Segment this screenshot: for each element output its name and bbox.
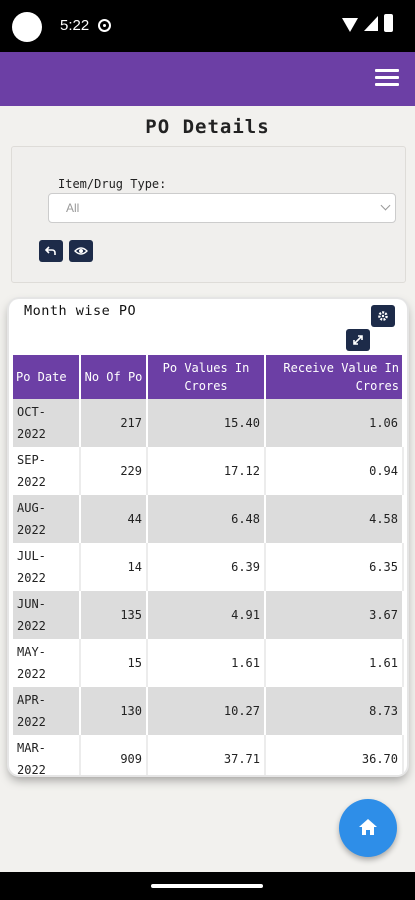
no-of-po-cell: 130: [80, 687, 148, 735]
status-bar: 5:22: [0, 0, 415, 52]
home-button[interactable]: [339, 799, 397, 857]
eye-icon: [74, 247, 88, 255]
header-no-of-po[interactable]: No Of Po: [80, 355, 148, 399]
po-date-cell: APR- 2022: [13, 687, 81, 735]
header-po-values[interactable]: Po Values In Crores: [147, 355, 266, 399]
po-date-cell: JUL- 2022: [13, 543, 81, 591]
table-row: MAY- 2022 15 1.61 1.61: [13, 639, 404, 687]
po-value-cell: 37.71: [147, 735, 266, 775]
po-date-cell: MAY- 2022: [13, 639, 81, 687]
receive-value-cell: 1.61: [265, 639, 404, 687]
battery-icon: [384, 14, 393, 32]
no-of-po-cell: 15: [80, 639, 148, 687]
po-value-cell: 17.12: [147, 447, 266, 495]
back-arrow-icon: [44, 246, 56, 255]
no-of-po-cell: 44: [80, 495, 148, 543]
po-date-cell: OCT- 2022: [13, 399, 81, 447]
po-date-cell: AUG- 2022: [13, 495, 81, 543]
po-value-cell: 6.39: [147, 543, 266, 591]
menu-icon[interactable]: [375, 69, 399, 87]
po-value-cell: 4.91: [147, 591, 266, 639]
month-wise-po-card: Month wise PO Po Date No Of Po Po Values…: [9, 299, 407, 775]
table-row: OCT- 2022 217 15.40 1.06: [13, 399, 404, 447]
drug-type-select[interactable]: All: [48, 193, 396, 223]
receive-value-cell: 36.70: [265, 735, 404, 775]
filter-label: Item/Drug Type:: [58, 177, 167, 191]
po-date-cell: SEP- 2022: [13, 447, 81, 495]
table-header-row: Po Date No Of Po Po Values In Crores Rec…: [13, 355, 404, 399]
po-value-cell: 15.40: [147, 399, 266, 447]
app-bar: [0, 52, 415, 106]
po-value-cell: 6.48: [147, 495, 266, 543]
receive-value-cell: 4.58: [265, 495, 404, 543]
home-gesture-pill[interactable]: [151, 884, 263, 888]
po-table: Po Date No Of Po Po Values In Crores Rec…: [13, 355, 404, 775]
receive-value-cell: 8.73: [265, 687, 404, 735]
card-title: Month wise PO: [24, 303, 137, 319]
expand-button[interactable]: [346, 329, 370, 351]
notification-dot-icon: [12, 12, 42, 42]
drug-type-select-value: All: [66, 201, 80, 215]
page-title: PO Details: [145, 116, 270, 138]
header-po-date[interactable]: Po Date: [13, 355, 81, 399]
filter-card: Item/Drug Type: All: [11, 146, 406, 283]
receive-value-cell: 6.35: [265, 543, 404, 591]
no-of-po-cell: 14: [80, 543, 148, 591]
gear-icon: [378, 311, 388, 321]
wifi-icon: [342, 18, 358, 32]
no-of-po-cell: 909: [80, 735, 148, 775]
status-time: 5:22: [60, 17, 90, 34]
no-of-po-cell: 217: [80, 399, 148, 447]
settings-button[interactable]: [371, 305, 395, 327]
view-button[interactable]: [69, 240, 93, 262]
chevron-down-icon: [380, 200, 391, 211]
system-nav-bar: [0, 872, 415, 900]
header-receive-value[interactable]: Receive Value In Crores: [265, 355, 404, 399]
signal-icon: [364, 16, 378, 31]
po-value-cell: 1.61: [147, 639, 266, 687]
home-icon: [359, 819, 377, 835]
table-row: MAR- 2022 909 37.71 36.70: [13, 735, 404, 775]
expand-icon: [353, 335, 363, 345]
receive-value-cell: 3.67: [265, 591, 404, 639]
table-row: SEP- 2022 229 17.12 0.94: [13, 447, 404, 495]
po-value-cell: 10.27: [147, 687, 266, 735]
receive-value-cell: 1.06: [265, 399, 404, 447]
back-button[interactable]: [39, 240, 63, 262]
table-row: APR- 2022 130 10.27 8.73: [13, 687, 404, 735]
po-date-cell: MAR- 2022: [13, 735, 81, 775]
sync-icon: [98, 19, 111, 32]
receive-value-cell: 0.94: [265, 447, 404, 495]
no-of-po-cell: 229: [80, 447, 148, 495]
table-row: JUN- 2022 135 4.91 3.67: [13, 591, 404, 639]
po-date-cell: JUN- 2022: [13, 591, 81, 639]
table-row: AUG- 2022 44 6.48 4.58: [13, 495, 404, 543]
no-of-po-cell: 135: [80, 591, 148, 639]
table-row: JUL- 2022 14 6.39 6.35: [13, 543, 404, 591]
